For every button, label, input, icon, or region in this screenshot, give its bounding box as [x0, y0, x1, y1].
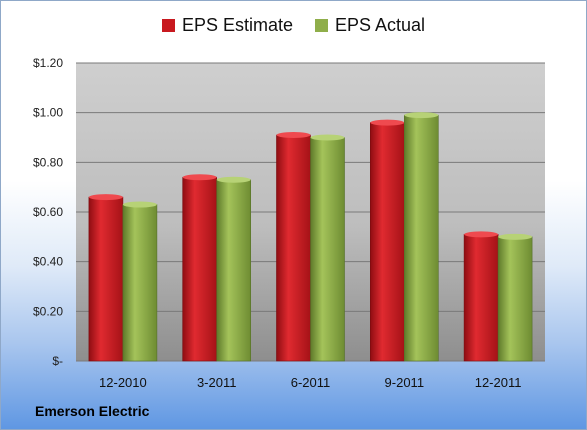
y-tick-label: $1.20 [33, 56, 63, 70]
y-tick-label: $0.40 [33, 255, 63, 269]
bar-actual-cap [310, 134, 345, 141]
bar-actual-cap [122, 201, 157, 208]
legend-label-actual: EPS Actual [334, 15, 426, 35]
bar-actual-cap [216, 176, 251, 183]
y-axis-ticks: $- $0.20 $0.40 $0.60 $0.80 $1.00 $1.20 [33, 56, 63, 368]
bar-estimate-cap [182, 174, 217, 181]
bar-actual-cap [498, 233, 533, 240]
bar-estimate-cap [88, 194, 123, 201]
company-name: Emerson Electric [35, 403, 150, 419]
legend-item-estimate: EPS Estimate [161, 15, 293, 36]
y-tick-label: $- [52, 354, 63, 368]
bar-estimate [276, 134, 311, 362]
bar-actual [497, 236, 533, 362]
x-tick-label: 6-2011 [291, 375, 331, 390]
bar-actual [122, 204, 158, 362]
y-tick-label: $0.60 [33, 205, 63, 219]
bar-estimate [88, 196, 124, 362]
bar-estimate-cap [370, 119, 405, 126]
bar-actual [403, 114, 439, 362]
x-axis-ticks: 12-2010 3-2011 6-2011 9-2011 12-2011 [99, 375, 521, 390]
bar-actual [216, 179, 251, 362]
legend-swatch-estimate [161, 19, 175, 32]
x-tick-label: 9-2011 [385, 375, 425, 390]
legend-label-estimate: EPS Estimate [181, 15, 293, 35]
x-tick-label: 12-2010 [99, 375, 147, 390]
x-tick-label: 12-2011 [475, 375, 522, 390]
y-tick-label: $0.80 [33, 155, 63, 169]
x-tick-label: 3-2011 [197, 375, 237, 390]
bar-estimate-cap [276, 132, 311, 139]
bar-estimate-cap [464, 231, 499, 238]
y-tick-label: $1.00 [33, 106, 63, 120]
legend-item-actual: EPS Actual [314, 15, 426, 36]
bar-estimate [182, 176, 217, 362]
legend-swatch-actual [314, 19, 328, 32]
bar-actual [310, 137, 345, 362]
bars [88, 112, 533, 362]
bar-actual-cap [404, 112, 439, 119]
bar-chart: $- $0.20 $0.40 $0.60 $0.80 $1.00 $1.20 12-2010… [33, 56, 545, 390]
bar-estimate [463, 234, 499, 362]
bar-estimate [369, 122, 405, 362]
y-tick-label: $0.20 [33, 304, 63, 318]
legend: EPS Estimate EPS Actual [1, 15, 586, 36]
